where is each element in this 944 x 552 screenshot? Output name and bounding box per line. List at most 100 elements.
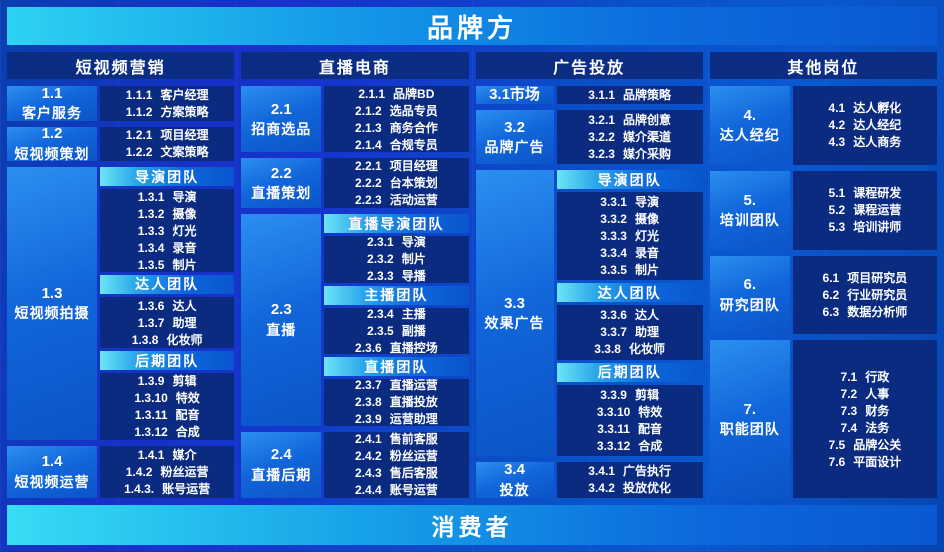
- group-title: 职能团队: [719, 420, 780, 437]
- group-row: 1.2 短视频策划 1.2.1 项目经理 1.2.2 文案策略: [7, 125, 235, 162]
- role-item: 3.3.12 合成: [597, 438, 662, 454]
- role-item: 2.1.3 商务合作: [355, 120, 438, 136]
- role-item: 3.4.1 广告执行: [588, 463, 671, 479]
- team-header: 导演团队: [556, 170, 703, 190]
- role-number: 2.4.4: [355, 483, 382, 498]
- role-number: 3.3.1: [600, 195, 627, 210]
- role-item: 2.3.1 导演: [367, 236, 426, 250]
- role-label: 媒介: [172, 448, 197, 463]
- team-role-list: 2.3.7 直播运营 2.3.8 直播投放 2.3.9 运营助理: [324, 379, 469, 426]
- group-number: 5.: [743, 191, 756, 209]
- role-number: 2.3.6: [355, 340, 382, 355]
- bottom-banner: 消费者: [7, 505, 937, 545]
- role-number: 1.3.5: [137, 257, 165, 272]
- role-number: 7.2: [840, 386, 858, 401]
- role-number: 1.2.2: [125, 145, 153, 160]
- role-item: 1.3.6 达人: [138, 298, 197, 314]
- team-role-list: 1.3.6 达人 1.3.7 助理 1.3.8 化妆师: [100, 296, 235, 349]
- group-title: 短视频拍摄: [14, 305, 90, 322]
- role-number: 2.3.2: [367, 252, 394, 267]
- group-roles: 4.1 达人孵化 4.2 达人经纪 4.3 达人商务: [792, 86, 937, 165]
- role-item: 2.1.1 品牌BD: [358, 86, 434, 102]
- group-cell: 2.3 直播: [241, 214, 322, 426]
- role-list: 1.1.1 客户经理 1.1.2 方案策略: [100, 86, 235, 121]
- role-number: 2.4.1: [355, 432, 382, 447]
- role-number: 5.3: [828, 220, 846, 235]
- role-label: 运营助理: [389, 412, 438, 426]
- group-cell: 3.4 投放: [475, 461, 554, 498]
- team-header: 主播团队: [324, 285, 469, 305]
- group-roles: 导演团队 1.3.1 导演 1.3.2 摄像 1.3.3 灯光 1.3.4 录音 1.3.5 制片达…: [100, 167, 235, 441]
- group-number: 3.1: [489, 85, 510, 103]
- role-label: 项目研究员: [847, 270, 908, 285]
- role-list: 7.1 行政 7.2 人事 7.3 财务 7.4 法务 7.5 品牌公关 7.6 平面设计: [792, 340, 937, 498]
- group-row: 1.3 短视频拍摄 导演团队 1.3.1 导演 1.3.2 摄像 1.3.3 灯光 1.3.4 录音…: [7, 167, 235, 441]
- role-number: 4.1: [828, 101, 846, 116]
- role-label: 广告执行: [622, 464, 671, 479]
- role-label: 达人: [172, 298, 197, 313]
- role-number: 2.2.2: [355, 176, 382, 191]
- team-role-list: 2.3.1 导演 2.3.2 制片 2.3.3 导播: [324, 236, 469, 283]
- role-number: 6.3: [822, 304, 840, 319]
- team-header-label: 后期团队: [597, 364, 662, 381]
- role-label: 活动运营: [389, 193, 438, 208]
- group-roles: 2.1.1 品牌BD 2.1.2 选品专员 2.1.3 商务合作 2.1.4 合规专员: [324, 86, 469, 153]
- team-role-list: 3.3.1 导演 3.3.2 摄像 3.3.3 灯光 3.3.4 录音 3.3.5 制片: [556, 192, 703, 281]
- role-number: 1.1.2: [125, 104, 153, 119]
- role-list: 5.1 课程研发 5.2 课程运营 5.3 培训讲师: [792, 170, 937, 250]
- group-cell: 2.2 直播策划: [241, 158, 322, 209]
- role-item: 3.3.4 录音: [600, 245, 659, 261]
- role-item: 6.1 项目研究员: [823, 270, 908, 286]
- group-cell: 7. 职能团队: [709, 340, 790, 498]
- role-label: 化妆师: [628, 342, 665, 357]
- group-row: 6. 研究团队 6.1 项目研究员 6.2 行业研究员 6.3 数据分析师: [709, 255, 937, 335]
- role-number: 3.3.10: [596, 404, 631, 419]
- role-label: 客户经理: [160, 87, 209, 102]
- role-label: 项目经理: [389, 159, 438, 174]
- role-item: 3.3.5 制片: [600, 262, 659, 278]
- top-banner-label: 品牌方: [426, 12, 517, 43]
- column-header-label: 广告投放: [553, 59, 626, 77]
- role-number: 7.1: [840, 369, 858, 384]
- role-label: 达人孵化: [853, 101, 902, 116]
- team-header: 直播团队: [324, 357, 469, 377]
- group-title: 直播策划: [251, 184, 312, 201]
- role-number: 3.3.9: [600, 387, 627, 402]
- role-label: 方案策略: [160, 104, 209, 119]
- role-number: 2.3.4: [367, 307, 394, 321]
- role-item: 2.3.3 导播: [367, 268, 426, 282]
- team-header-label: 直播导演团队: [348, 215, 445, 232]
- role-number: 5.2: [828, 203, 846, 218]
- group-number: 1.3: [41, 285, 63, 303]
- role-number: 3.3.3: [600, 229, 627, 244]
- group-roles: 1.2.1 项目经理 1.2.2 文案策略: [100, 126, 235, 162]
- group-row: 3.3 效果广告 导演团队 3.3.1 导演 3.3.2 摄像 3.3.3 灯光 3.3.4 录音 3…: [475, 170, 703, 456]
- group-row: 2.2 直播策划 2.2.1 项目经理 2.2.2 台本策划 2.2.3 活动运营: [241, 158, 469, 209]
- role-item: 2.3.2 制片: [367, 251, 426, 267]
- group-number: 2.3: [270, 301, 292, 319]
- role-number: 3.3.12: [596, 438, 631, 453]
- role-number: 3.2.2: [588, 130, 615, 145]
- role-item: 7.4 法务: [841, 420, 890, 436]
- role-item: 2.1.4 合规专员: [355, 137, 438, 153]
- role-item: 1.3.7 助理: [138, 315, 197, 331]
- role-label: 品牌BD: [393, 86, 435, 101]
- group-roles: 直播导演团队 2.3.1 导演 2.3.2 制片 2.3.3 导播 主播团队 2.3.4 主播 2.…: [324, 214, 469, 426]
- group-roles: 1.4.1 媒介 1.4.2 粉丝运营 1.4.3. 账号运营: [100, 446, 235, 498]
- role-item: 1.3.12 合成: [134, 424, 199, 440]
- group-title: 招商选品: [251, 120, 312, 137]
- role-label: 导演: [172, 189, 197, 204]
- role-label: 品牌创意: [622, 113, 671, 128]
- role-item: 6.3 数据分析师: [823, 304, 908, 320]
- role-label: 投放优化: [622, 481, 671, 496]
- role-label: 助理: [172, 315, 197, 330]
- role-number: 1.1.1: [125, 87, 153, 102]
- role-item: 3.3.6 达人: [600, 307, 659, 323]
- role-number: 1.4.3.: [124, 482, 155, 497]
- role-item: 2.3.6 直播控场: [355, 340, 438, 354]
- bottom-banner-label: 消费者: [431, 514, 513, 540]
- group-number: 2.1: [270, 100, 292, 118]
- role-item: 2.4.1 售前客服: [355, 432, 438, 448]
- role-item: 1.3.5 制片: [138, 257, 197, 272]
